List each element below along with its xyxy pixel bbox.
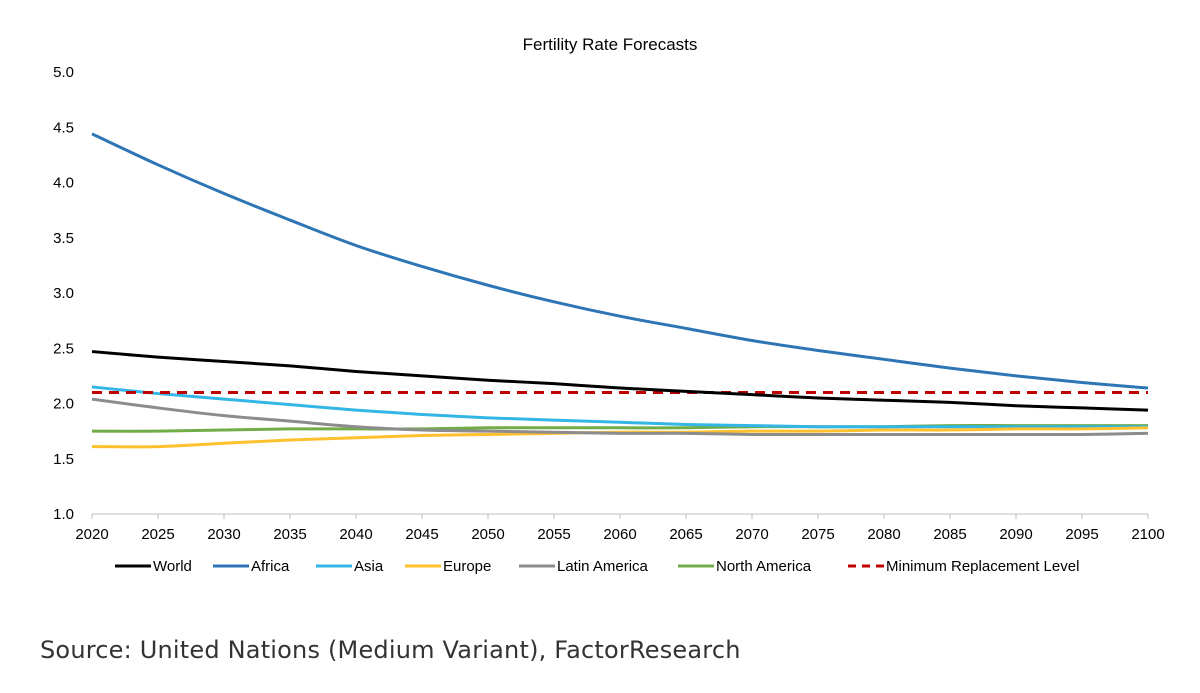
legend-item-latin-america: Latin America bbox=[519, 558, 649, 575]
x-tick-label: 2065 bbox=[669, 526, 702, 543]
x-axis-tick-labels: 2020 2025 2030 2035 2040 2045 2050 2055 2060 2065… bbox=[75, 526, 1164, 543]
x-tick-label: 2085 bbox=[933, 526, 966, 543]
x-tick-label: 2050 bbox=[471, 526, 504, 543]
legend-item-minimum-replacement-level: Minimum Replacement Level bbox=[848, 558, 1079, 575]
y-tick-label: 3.5 bbox=[53, 230, 74, 247]
x-tick-label: 2055 bbox=[537, 526, 570, 543]
series-line-africa bbox=[91, 132, 1149, 390]
legend-item-world: World bbox=[115, 558, 192, 575]
legend-label: Latin America bbox=[557, 558, 649, 575]
series-line-latin-america bbox=[91, 397, 1149, 437]
legend: World Africa Asia Europe Latin America North … bbox=[115, 558, 1079, 575]
legend-item-asia: Asia bbox=[316, 558, 384, 575]
legend-item-europe: Europe bbox=[405, 558, 491, 575]
x-tick-label: 2020 bbox=[75, 526, 108, 543]
x-tick-label: 2025 bbox=[141, 526, 174, 543]
y-tick-label: 2.5 bbox=[53, 340, 74, 357]
y-axis-tick-labels: 1.0 1.5 2.0 2.5 3.0 3.5 4.0 4.5 5.0 bbox=[53, 64, 74, 523]
y-tick-label: 4.0 bbox=[53, 175, 74, 192]
x-tick-label: 2100 bbox=[1131, 526, 1164, 543]
y-tick-label: 5.0 bbox=[53, 64, 74, 81]
x-tick-label: 2045 bbox=[405, 526, 438, 543]
x-tick-label: 2075 bbox=[801, 526, 834, 543]
legend-label: Minimum Replacement Level bbox=[886, 558, 1079, 575]
legend-label: Europe bbox=[443, 558, 491, 575]
x-tick-label: 2030 bbox=[207, 526, 240, 543]
legend-item-africa: Africa bbox=[213, 558, 290, 575]
legend-label: Africa bbox=[251, 558, 290, 575]
x-tick-label: 2070 bbox=[735, 526, 768, 543]
y-tick-label: 2.0 bbox=[53, 396, 74, 413]
x-tick-label: 2090 bbox=[999, 526, 1032, 543]
series-line-asia bbox=[91, 385, 1148, 429]
series-line-world bbox=[91, 350, 1149, 412]
legend-label: North America bbox=[716, 558, 812, 575]
y-tick-label: 1.5 bbox=[53, 451, 74, 468]
x-tick-label: 2060 bbox=[603, 526, 636, 543]
x-tick-label: 2035 bbox=[273, 526, 306, 543]
x-tick-label: 2080 bbox=[867, 526, 900, 543]
x-tick-label: 2095 bbox=[1065, 526, 1098, 543]
legend-item-north-america: North America bbox=[678, 558, 812, 575]
y-tick-label: 3.0 bbox=[53, 285, 74, 302]
x-tick-label: 2040 bbox=[339, 526, 372, 543]
x-axis bbox=[91, 513, 1149, 519]
source-note: Source: United Nations (Medium Variant),… bbox=[40, 636, 741, 664]
legend-label: Asia bbox=[354, 558, 384, 575]
legend-label: World bbox=[153, 558, 192, 575]
series-lines bbox=[91, 132, 1149, 449]
chart-title: Fertility Rate Forecasts bbox=[523, 35, 698, 54]
y-tick-label: 4.5 bbox=[53, 119, 74, 136]
y-tick-label: 1.0 bbox=[53, 506, 74, 523]
